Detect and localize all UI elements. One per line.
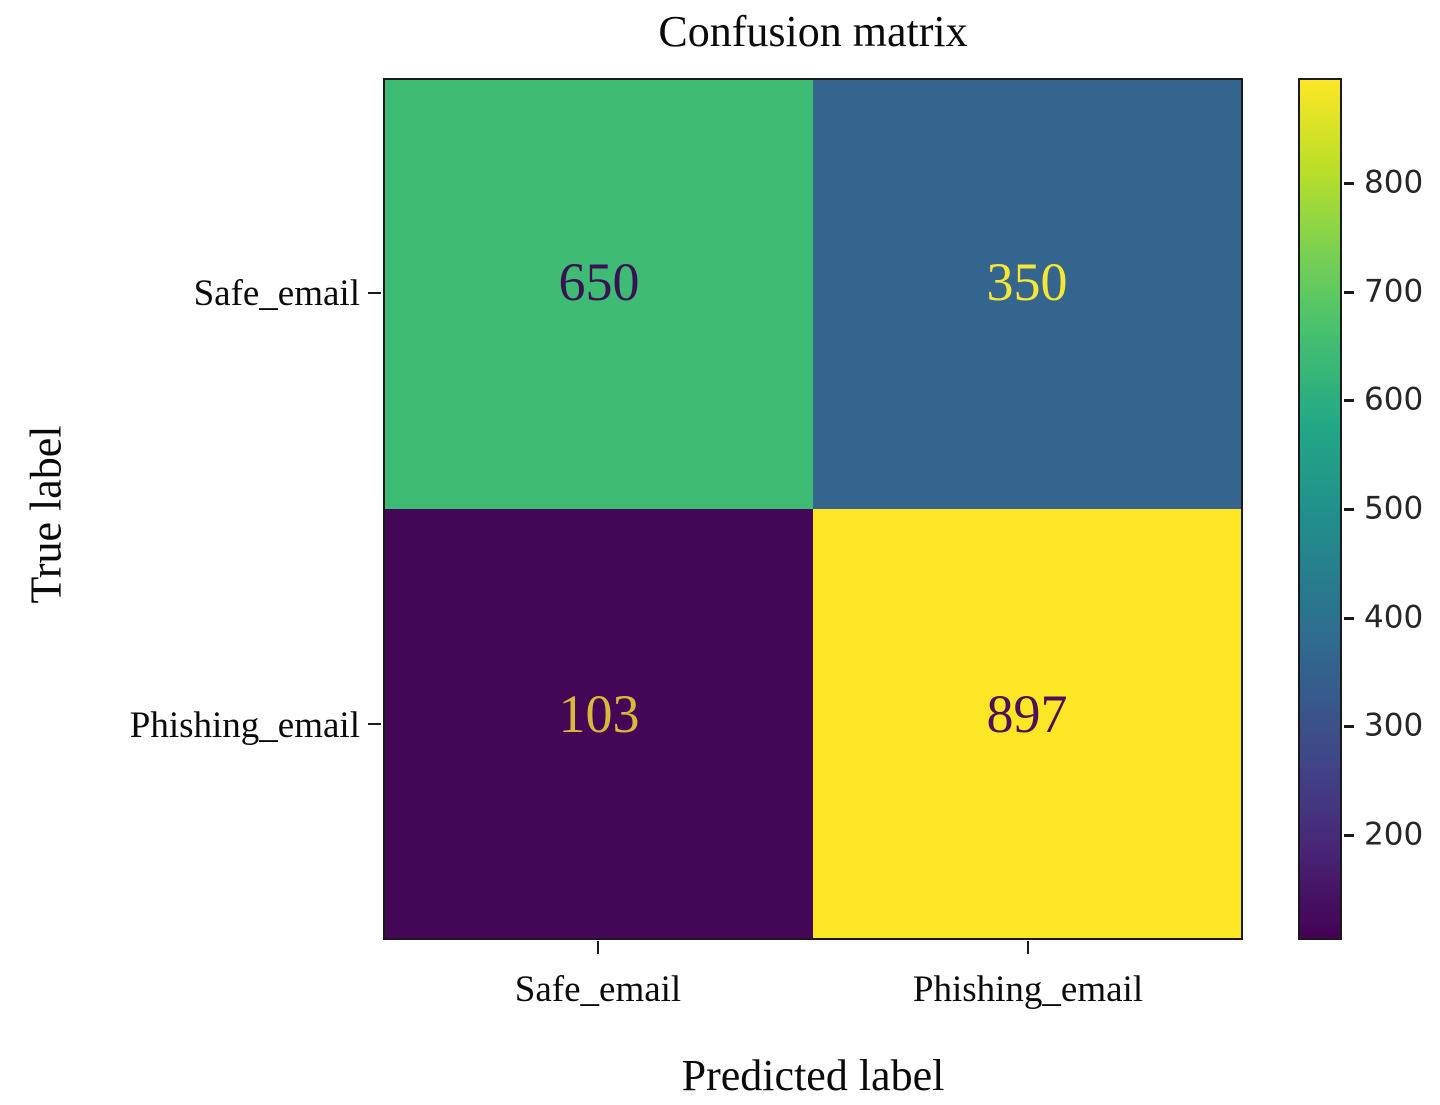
colorbar-tick-label: 300 [1364,707,1424,744]
colorbar-ticks: 800 700 600 500 400 300 200 [1342,78,1440,940]
colorbar-tick-mark [1344,616,1354,620]
cell-true-safe-pred-safe: 650 [385,80,813,509]
x-tick-mark-safe [597,941,599,954]
x-tick-mark-phishing [1027,941,1029,954]
x-tick-label-phishing: Phishing_email [912,969,1144,1010]
y-axis-title: True label [21,425,71,604]
colorbar-tick-mark [1344,182,1354,186]
cell-true-phishing-pred-phishing: 897 [813,509,1241,938]
y-tick-mark-safe [368,292,381,294]
colorbar-tick-mark [1344,399,1354,403]
cell-value: 897 [986,684,1068,744]
colorbar-tick-label: 600 [1364,381,1424,418]
x-tick-label-safe: Safe_email [514,969,682,1010]
cell-value: 650 [558,252,640,312]
y-tick-mark-phishing [368,723,381,725]
y-tick-label-phishing: Phishing_email [129,705,360,746]
chart-title: Confusion matrix [658,7,968,56]
colorbar-tick-label: 200 [1364,816,1424,853]
cell-true-phishing-pred-safe: 103 [385,509,813,938]
cell-value: 103 [558,684,640,744]
colorbar-tick-mark [1344,508,1354,511]
cell-true-safe-pred-phishing: 350 [813,80,1241,509]
colorbar-tick-label: 800 [1364,164,1424,201]
colorbar-tick-label: 400 [1364,599,1424,636]
colorbar-tick-label: 500 [1364,490,1424,527]
cell-value: 350 [986,252,1068,312]
x-axis-title: Predicted label [681,1051,945,1100]
y-tick-label-safe: Safe_email [193,273,360,314]
colorbar-tick-mark [1344,725,1354,729]
heatmap-plot-area: 650 350 103 897 [383,78,1243,940]
colorbar-tick-mark [1344,833,1354,837]
colorbar-tick-mark [1344,290,1354,294]
colorbar-tick-label: 700 [1364,273,1424,310]
colorbar-gradient [1298,78,1342,940]
